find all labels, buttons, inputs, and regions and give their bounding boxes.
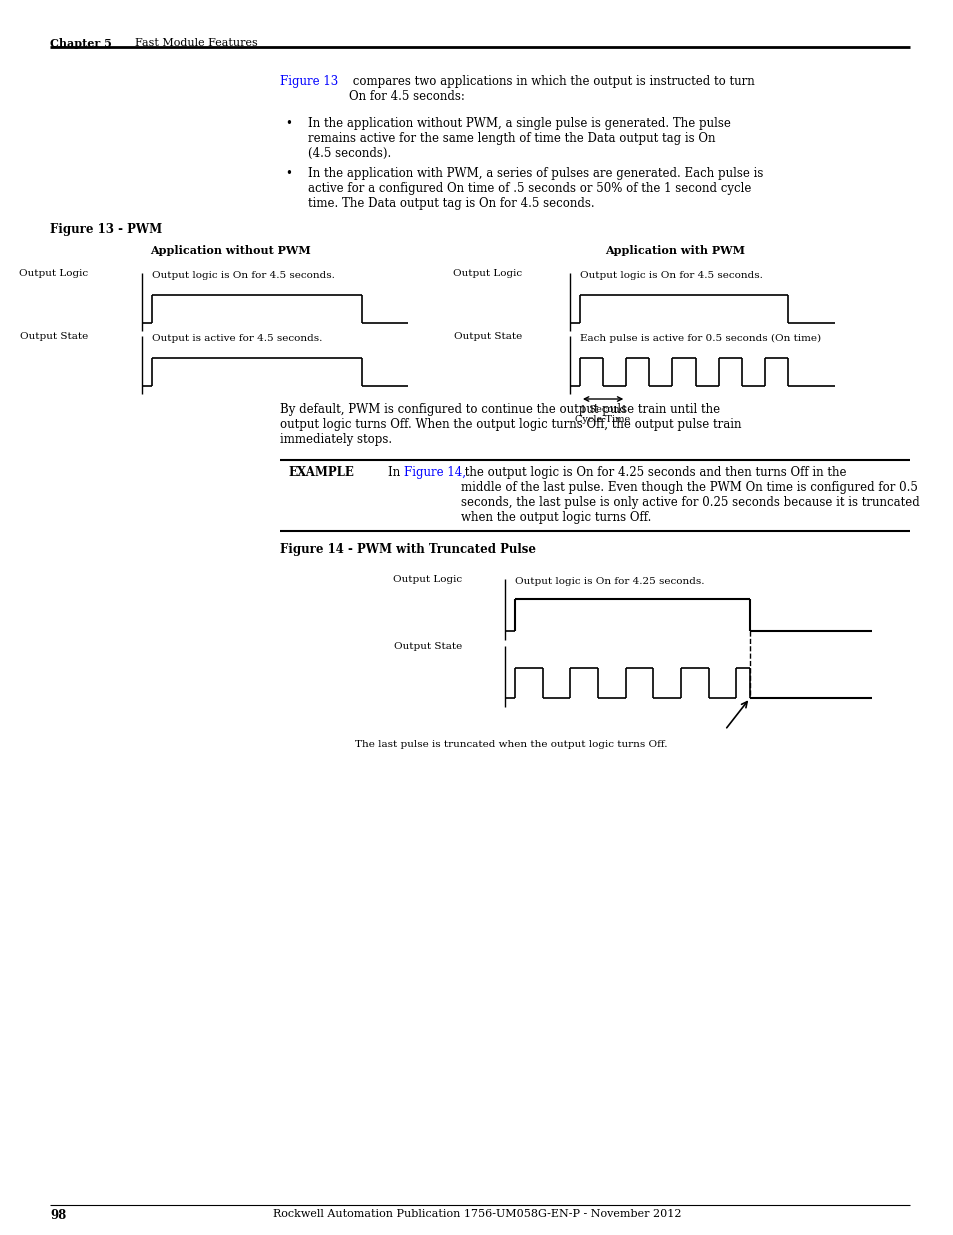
Text: Application with PWM: Application with PWM xyxy=(604,245,744,256)
Text: 1 Second
Cycle Time: 1 Second Cycle Time xyxy=(575,405,630,425)
Text: Figure 13: Figure 13 xyxy=(280,75,338,88)
Text: Output Logic: Output Logic xyxy=(393,576,461,584)
Text: Figure 14,: Figure 14, xyxy=(403,466,465,479)
Text: Output is active for 4.5 seconds.: Output is active for 4.5 seconds. xyxy=(152,333,322,343)
Text: Each pulse is active for 0.5 seconds (On time): Each pulse is active for 0.5 seconds (On… xyxy=(579,333,821,343)
Text: Output State: Output State xyxy=(20,332,88,341)
Text: In the application without PWM, a single pulse is generated. The pulse
remains a: In the application without PWM, a single… xyxy=(308,117,730,161)
Text: Output Logic: Output Logic xyxy=(453,269,521,278)
Text: Output State: Output State xyxy=(454,332,521,341)
Text: Application without PWM: Application without PWM xyxy=(150,245,310,256)
Text: 98: 98 xyxy=(50,1209,66,1221)
Text: Output logic is On for 4.5 seconds.: Output logic is On for 4.5 seconds. xyxy=(579,270,762,280)
Text: Figure 13 - PWM: Figure 13 - PWM xyxy=(50,224,162,236)
Text: Figure 14 - PWM with Truncated Pulse: Figure 14 - PWM with Truncated Pulse xyxy=(280,543,536,556)
Text: EXAMPLE: EXAMPLE xyxy=(288,466,354,479)
Text: •: • xyxy=(285,167,292,180)
Text: •: • xyxy=(285,117,292,130)
Text: compares two applications in which the output is instructed to turn
On for 4.5 s: compares two applications in which the o… xyxy=(349,75,754,103)
Text: In: In xyxy=(388,466,403,479)
Text: Chapter 5: Chapter 5 xyxy=(50,38,112,49)
Text: By default, PWM is configured to continue the output pulse train until the
outpu: By default, PWM is configured to continu… xyxy=(280,403,740,446)
Text: The last pulse is truncated when the output logic turns Off.: The last pulse is truncated when the out… xyxy=(355,740,667,748)
Text: Output logic is On for 4.5 seconds.: Output logic is On for 4.5 seconds. xyxy=(152,270,335,280)
Text: Output logic is On for 4.25 seconds.: Output logic is On for 4.25 seconds. xyxy=(515,577,703,585)
Text: Fast Module Features: Fast Module Features xyxy=(135,38,257,48)
Text: the output logic is On for 4.25 seconds and then turns Off in the
middle of the : the output logic is On for 4.25 seconds … xyxy=(460,466,919,524)
Text: Rockwell Automation Publication 1756-UM058G-EN-P - November 2012: Rockwell Automation Publication 1756-UM0… xyxy=(273,1209,680,1219)
Text: Output State: Output State xyxy=(394,642,461,651)
Text: In the application with PWM, a series of pulses are generated. Each pulse is
act: In the application with PWM, a series of… xyxy=(308,167,762,210)
Text: Output Logic: Output Logic xyxy=(19,269,88,278)
